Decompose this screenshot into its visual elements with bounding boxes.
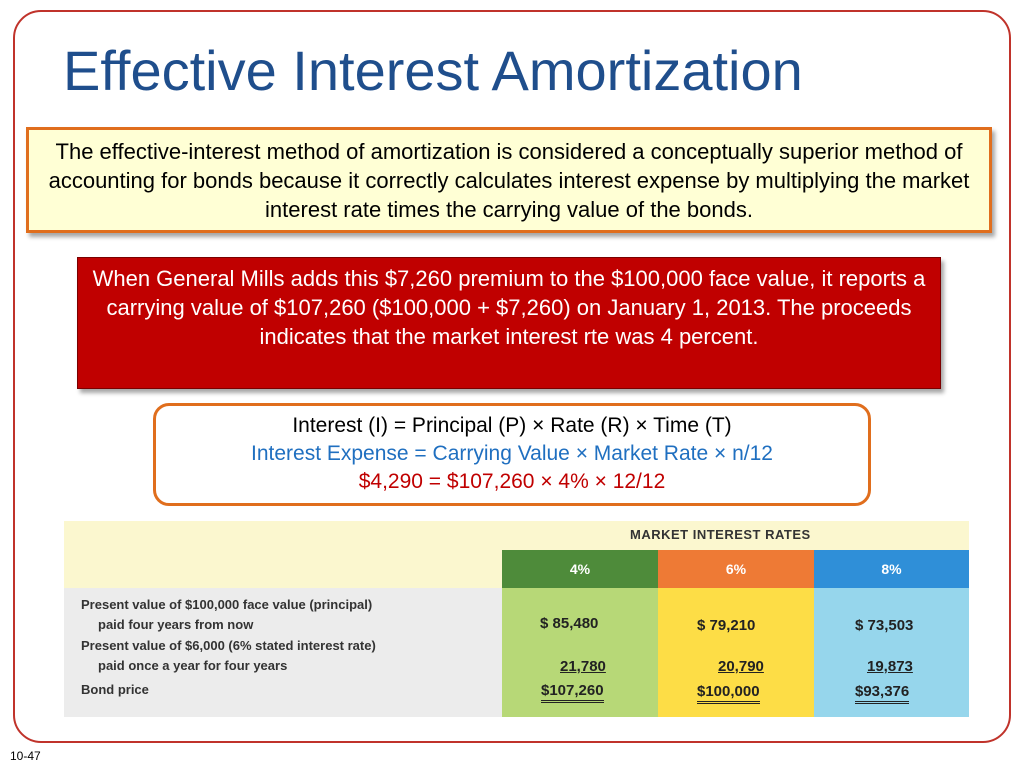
rate-column-header: 8% — [814, 550, 969, 588]
rate-column-body — [814, 588, 969, 717]
formula-box: Interest (I) = Principal (P) × Rate (R) … — [153, 403, 871, 506]
cell-value: $ 85,480 — [540, 615, 599, 632]
formula-line-expense: Interest Expense = Carrying Value × Mark… — [251, 442, 773, 465]
cell-value: 20,790 — [718, 658, 764, 675]
rate-column-header: 4% — [502, 550, 658, 588]
slide-number: 10-47 — [10, 749, 41, 763]
bond-price-value: $107,260 — [541, 682, 604, 703]
cell-value: 21,780 — [560, 658, 606, 675]
row-label-continued: paid four years from now — [98, 617, 254, 632]
formula-line-calculation: $4,290 = $107,260 × 4% × 12/12 — [358, 470, 666, 493]
rate-column-header: 6% — [658, 550, 814, 588]
table-header-title: MARKET INTEREST RATES — [630, 527, 811, 542]
example-callout-box: When General Mills adds this $7,260 prem… — [77, 257, 941, 389]
rate-column-8: 8% — [814, 550, 969, 717]
rate-column-4: 4% — [502, 550, 658, 717]
intro-definition-box: The effective-interest method of amortiz… — [26, 127, 992, 233]
rate-column-body — [658, 588, 814, 717]
row-label: Present value of $100,000 face value (pr… — [81, 597, 373, 612]
slide-frame — [13, 10, 1011, 743]
cell-value: 19,873 — [867, 658, 913, 675]
row-label: Present value of $6,000 (6% stated inter… — [81, 638, 376, 653]
cell-value: $ 73,503 — [855, 617, 914, 634]
market-rates-table: MARKET INTEREST RATES 4% 6% 8% Present v… — [64, 521, 969, 717]
table-header-band: MARKET INTEREST RATES — [64, 521, 969, 550]
bond-price-value: $100,000 — [697, 683, 760, 704]
row-label-continued: paid once a year for four years — [98, 658, 288, 673]
row-label: Bond price — [81, 682, 149, 697]
rate-column-body — [502, 588, 658, 717]
bond-price-value: $93,376 — [855, 683, 910, 704]
slide-title: Effective Interest Amortization — [63, 39, 803, 102]
formula-line-general: Interest (I) = Principal (P) × Rate (R) … — [292, 414, 732, 437]
table-label-area — [64, 588, 502, 717]
rate-column-6: 6% — [658, 550, 814, 717]
cell-value: $ 79,210 — [697, 617, 756, 634]
